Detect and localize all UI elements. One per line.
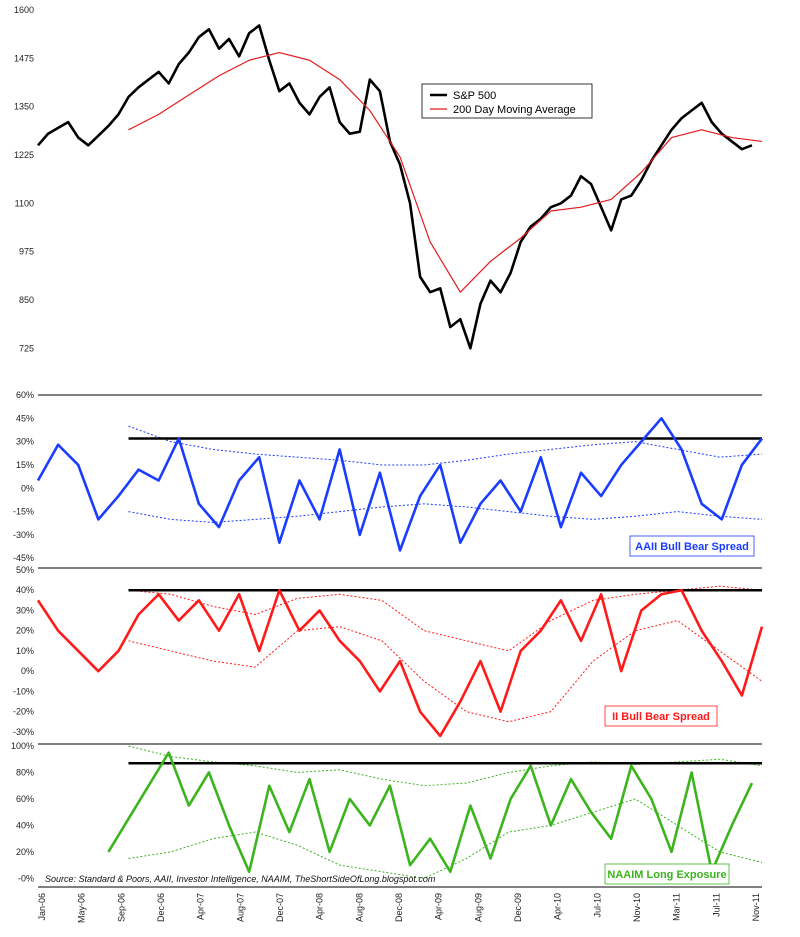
y-tick-label: -45%: [13, 553, 34, 563]
x-tick-label: Jul-11: [711, 893, 721, 917]
y-tick-label: 1350: [14, 102, 34, 112]
band-upper: [128, 745, 763, 787]
y-tick-label: 30%: [16, 437, 34, 447]
series-line: [36, 417, 764, 552]
naaim-label: NAAIM Long Exposure: [607, 869, 726, 881]
aaii-label: AAII Bull Bear Spread: [635, 541, 749, 553]
y-tick-label: -30%: [13, 530, 34, 540]
y-tick-label: 1475: [14, 53, 34, 63]
x-tick-label: Jan-06: [37, 893, 47, 921]
y-tick-label: 60%: [16, 794, 34, 804]
x-tick-label: Aug-09: [473, 893, 483, 922]
y-tick-label: 725: [19, 343, 34, 353]
y-tick-label: 10%: [16, 646, 34, 656]
legend-label-sp500: S&P 500: [453, 90, 496, 102]
x-tick-label: Aug-08: [354, 893, 364, 922]
x-tick-label: Nov-11: [751, 893, 761, 921]
y-tick-label: 30%: [16, 605, 34, 615]
source-note: Source: Standard & Poors, AAII, Investor…: [45, 874, 436, 884]
y-tick-label: 20%: [16, 626, 34, 636]
y-tick-label: 0%: [21, 483, 34, 493]
series-line: [128, 51, 763, 293]
x-tick-label: Mar-11: [672, 893, 682, 921]
y-tick-label: 50%: [16, 565, 34, 575]
x-tick-label: May-06: [77, 893, 87, 923]
y-tick-label: -20%: [13, 707, 34, 717]
x-tick-label: Apr-07: [196, 893, 206, 920]
y-tick-label: 100%: [11, 741, 34, 751]
x-tick-label: Sep-06: [116, 893, 126, 922]
y-tick-label: 975: [19, 247, 34, 257]
y-tick-label: -15%: [13, 507, 34, 517]
y-tick-label: 20%: [16, 847, 34, 857]
y-tick-label: 40%: [16, 820, 34, 830]
y-tick-label: -30%: [13, 727, 34, 737]
x-tick-label: Dec-09: [513, 893, 523, 922]
x-tick-label: Nov-10: [632, 893, 642, 922]
y-tick-label: -10%: [13, 686, 34, 696]
y-tick-label: 40%: [16, 585, 34, 595]
x-tick-label: Apr-10: [553, 893, 563, 920]
band-lower: [128, 620, 763, 723]
x-tick-label: Aug-07: [235, 893, 245, 922]
aaii-panel: 60% 45% 30% 15% 0% -15% -30% -45%: [13, 390, 764, 563]
y-tick-label: 1600: [14, 5, 34, 15]
y-tick-label: 1100: [15, 198, 34, 208]
x-tick-label: Apr-09: [434, 893, 444, 920]
ii-panel: 50% 40% 30% 20% 10% 0% -10% -20% -30%: [13, 565, 764, 738]
x-tick-label: Apr-08: [315, 893, 325, 920]
ii-label: II Bull Bear Spread: [612, 711, 710, 723]
series-line: [37, 24, 753, 350]
y-tick-label: -0%: [18, 873, 34, 883]
x-tick-label: Dec-06: [156, 893, 166, 922]
series-line: [36, 588, 764, 738]
band-upper: [128, 425, 763, 466]
naaim-panel: 100% 80% 60% 40% 20% -0%: [11, 741, 763, 883]
series-line: [107, 751, 754, 874]
sp500-legend: S&P 500 200 Day Moving Average: [421, 83, 593, 119]
y-tick-label: 45%: [16, 413, 34, 423]
sp500-panel: 1600 1475 1350 1225 1100 975 850 725: [14, 5, 763, 353]
y-tick-label: 60%: [16, 390, 34, 400]
aaii-label-box: AAII Bull Bear Spread: [629, 535, 755, 557]
naaim-label-box: NAAIM Long Exposure: [604, 863, 730, 885]
y-tick-label: 0%: [21, 666, 34, 676]
y-tick-label: 850: [19, 295, 34, 305]
y-tick-label: 80%: [16, 767, 34, 777]
ii-label-box: II Bull Bear Spread: [604, 705, 718, 727]
x-tick-label: Jul-10: [592, 893, 602, 918]
band-upper: [128, 585, 763, 652]
x-tick-label: Dec-07: [275, 893, 285, 922]
x-tick-label: Dec-08: [394, 893, 404, 922]
y-tick-label: 15%: [16, 460, 34, 470]
x-axis: Jan-06 May-06 Sep-06 Dec-06 Apr-07 Aug-07 Dec-…: [37, 893, 761, 923]
legend-label-ma200: 200 Day Moving Average: [453, 104, 576, 116]
y-tick-label: 1225: [14, 150, 34, 160]
